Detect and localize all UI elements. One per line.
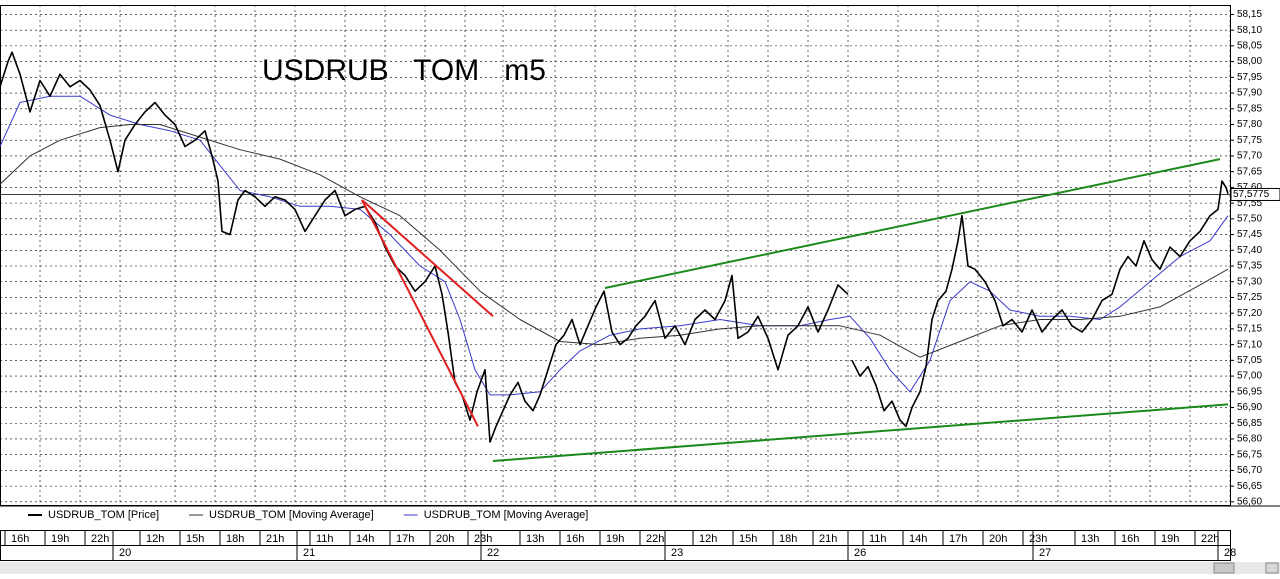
- trend-line: [492, 403, 1229, 462]
- y-tick-label: 56,70: [1237, 465, 1262, 476]
- x-tick-label: 20h: [989, 533, 1007, 545]
- x-tick-label: 13h: [526, 533, 544, 545]
- y-tick-label: 58,15: [1237, 9, 1262, 20]
- y-tick-label: 57,80: [1237, 119, 1262, 130]
- x-tick-label: 17h: [396, 533, 414, 545]
- y-tick-label: 57,30: [1237, 276, 1262, 287]
- x-tick-label: 22h: [646, 533, 664, 545]
- moving-average-line: [0, 95, 1229, 396]
- trend-line: [361, 199, 494, 318]
- y-tick-label: 57,15: [1237, 324, 1262, 335]
- x-tick-label: 19h: [51, 533, 69, 545]
- y-tick-label: 56,75: [1237, 449, 1262, 460]
- date-label: 23: [671, 547, 683, 559]
- y-tick-label: 58,00: [1237, 56, 1262, 67]
- y-tick-label: 57,70: [1237, 151, 1262, 162]
- y-tick-label: 57,90: [1237, 88, 1262, 99]
- date-label: 28: [1224, 547, 1236, 559]
- chart-title: USDRUB TOM m5: [262, 54, 546, 87]
- legend-label: USDRUB_TOM [Price]: [48, 509, 159, 521]
- y-tick-label: 56,85: [1237, 418, 1262, 429]
- x-tick-label: 19h: [1161, 533, 1179, 545]
- x-tick-label: 22h: [91, 533, 109, 545]
- x-tick-label: 21h: [819, 533, 837, 545]
- x-tick-label: 13h: [1081, 533, 1099, 545]
- x-tick-label: 11h: [869, 533, 887, 545]
- scroll-button[interactable]: [1265, 562, 1279, 574]
- x-tick-label: 11h: [316, 533, 334, 545]
- y-tick-label: 57,85: [1237, 103, 1262, 114]
- scroll-thumb[interactable]: [1213, 562, 1235, 574]
- x-tick-label: 12h: [699, 533, 717, 545]
- last-price-label: 57,5775: [1233, 189, 1270, 200]
- grid: [0, 5, 1231, 505]
- x-tick-label: 15h: [186, 533, 204, 545]
- y-tick-label: 57,25: [1237, 292, 1262, 303]
- x-tick-label: 18h: [226, 533, 244, 545]
- y-tick-label: 57,10: [1237, 339, 1262, 350]
- x-axis: 16h 19h 22h 12h 15h 18h 21h 11h 14h 17h 20h 23h 13h 1…: [4, 531, 1236, 560]
- date-label: 20: [119, 547, 131, 559]
- y-tick-label: 56,60: [1237, 496, 1262, 507]
- y-tick-label: 56,80: [1237, 434, 1262, 445]
- y-tick-label: 57,00: [1237, 371, 1262, 382]
- y-tick-label: 58,10: [1237, 25, 1262, 36]
- date-label: 26: [854, 547, 866, 559]
- trend-line: [361, 199, 479, 427]
- x-tick-label: 17h: [949, 533, 967, 545]
- x-tick-label: 23h: [474, 533, 492, 545]
- x-tick-label: 12h: [146, 533, 164, 545]
- y-tick-label: 58,05: [1237, 41, 1262, 52]
- x-tick-label: 14h: [909, 533, 927, 545]
- price-line: [0, 51, 1229, 443]
- x-tick-label: 23h: [1029, 533, 1047, 545]
- x-tick-label: 21h: [266, 533, 284, 545]
- y-tick-label: 57,35: [1237, 261, 1262, 272]
- y-tick-label: 56,90: [1237, 402, 1262, 413]
- y-tick-label: 56,95: [1237, 386, 1262, 397]
- y-tick-label: 57,40: [1237, 245, 1262, 256]
- y-tick-label: 57,65: [1237, 166, 1262, 177]
- scrollbar[interactable]: [0, 562, 1280, 574]
- trend-line: [604, 158, 1221, 289]
- y-tick-label: 57,60: [1237, 182, 1262, 193]
- last-price-box: [1230, 187, 1280, 201]
- x-tick-label: 20h: [436, 533, 454, 545]
- legend-label: USDRUB_TOM [Moving Average]: [209, 509, 374, 521]
- y-tick-label: 56,65: [1237, 481, 1262, 492]
- series-layer: [0, 51, 1230, 462]
- y-tick-label: 57,05: [1237, 355, 1262, 366]
- date-label: 22: [487, 547, 499, 559]
- date-label: 21: [303, 547, 315, 559]
- y-tick-label: 57,55: [1237, 198, 1262, 209]
- y-tick-label: 57,45: [1237, 229, 1262, 240]
- x-tick-label: 22h: [1201, 533, 1219, 545]
- x-tick-label: 14h: [356, 533, 374, 545]
- x-tick-label: 16h: [1121, 533, 1139, 545]
- y-tick-label: 57,50: [1237, 213, 1262, 224]
- y-tick-label: 57,75: [1237, 135, 1262, 146]
- x-tick-label: 15h: [739, 533, 757, 545]
- y-tick-label: 57,95: [1237, 72, 1262, 83]
- y-tick-label: 57,20: [1237, 308, 1262, 319]
- x-tick-label: 16h: [566, 533, 584, 545]
- x-tick-label: 18h: [779, 533, 797, 545]
- x-tick-label: 19h: [606, 533, 624, 545]
- legend: USDRUB_TOM [Price] USDRUB_TOM [Moving Ave…: [28, 509, 588, 521]
- date-label: 27: [1039, 547, 1051, 559]
- legend-label: USDRUB_TOM [Moving Average]: [424, 509, 589, 521]
- x-tick-label: 16h: [11, 533, 29, 545]
